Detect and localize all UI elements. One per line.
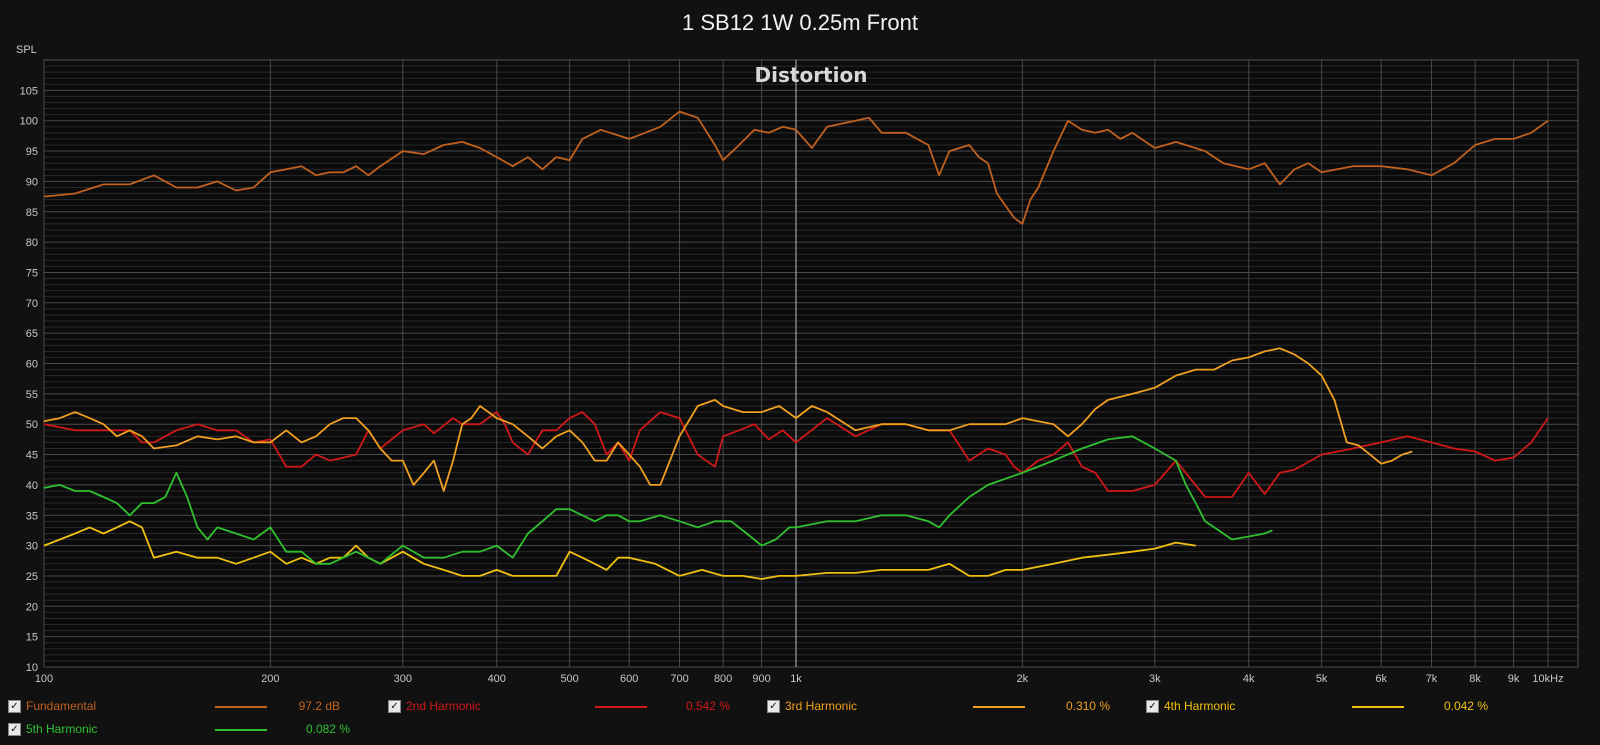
series-line-4th-harmonic bbox=[43, 520, 1196, 580]
legend-label: 3rd Harmonic bbox=[785, 699, 858, 713]
legend-item-5th-harmonic[interactable]: ✓ 5th Harmonic 0.082 % bbox=[8, 721, 360, 739]
legend-label: 5th Harmonic bbox=[26, 722, 98, 736]
x-tick-label: 800 bbox=[714, 673, 732, 685]
y-tick-label: 50 bbox=[26, 419, 38, 431]
y-axis-label: SPL bbox=[16, 44, 37, 56]
x-tick-label: 4k bbox=[1243, 673, 1255, 685]
plot-subtitle: Distortion bbox=[755, 63, 868, 87]
y-tick-label: 80 bbox=[26, 237, 38, 249]
legend-swatch bbox=[1352, 706, 1404, 708]
y-tick-label: 55 bbox=[26, 389, 38, 401]
y-tick-label: 30 bbox=[26, 541, 38, 553]
y-tick-label: 60 bbox=[26, 359, 38, 371]
legend-checkbox[interactable]: ✓ bbox=[8, 700, 21, 713]
x-tick-label: 2k bbox=[1017, 673, 1029, 685]
x-tick-label: 3k bbox=[1149, 673, 1161, 685]
legend-value: 0.310 % bbox=[1065, 699, 1110, 713]
y-tick-label: 90 bbox=[26, 176, 38, 188]
chart-title: 1 SB12 1W 0.25m Front bbox=[682, 10, 918, 35]
legend-checkbox[interactable]: ✓ bbox=[1146, 700, 1159, 713]
major-grid bbox=[43, 60, 1578, 668]
y-tick-labels: 10 15 20 25 30 35 40 45 50 55 60 65 70 75 80 85 90 95 100 1… bbox=[20, 85, 38, 674]
x-tick-label: 200 bbox=[261, 673, 279, 685]
x-tick-label: 300 bbox=[394, 673, 412, 685]
x-tick-label: 900 bbox=[752, 673, 770, 685]
y-tick-label: 95 bbox=[26, 146, 38, 158]
x-tick-label: 6k bbox=[1375, 673, 1387, 685]
series-line-3rd-harmonic bbox=[43, 347, 1413, 492]
series-layer bbox=[43, 110, 1549, 580]
y-tick-label: 100 bbox=[20, 116, 38, 128]
y-tick-label: 45 bbox=[26, 450, 38, 462]
x-tick-labels: 100 200 300 400 500 600 700 800 900 1k 2k 3k 4k 5k 6k 7… bbox=[35, 673, 1564, 685]
y-tick-label: 35 bbox=[26, 510, 38, 522]
series-line-2nd-harmonic bbox=[43, 411, 1549, 498]
legend-item-2nd-harmonic[interactable]: ✓ 2nd Harmonic 0.542 % bbox=[388, 698, 740, 716]
legend: ✓ Fundamental 97.2 dB ✓ 2nd Harmonic 0.542 % ✓… bbox=[0, 698, 1600, 745]
y-tick-label: 15 bbox=[26, 632, 38, 644]
legend-label: 4th Harmonic bbox=[1164, 699, 1236, 713]
legend-swatch bbox=[595, 706, 647, 708]
y-tick-label: 25 bbox=[26, 571, 38, 583]
y-tick-label: 85 bbox=[26, 207, 38, 219]
series-line-5th-harmonic bbox=[43, 435, 1273, 565]
x-tick-label: 8k bbox=[1469, 673, 1481, 685]
legend-item-fundamental[interactable]: ✓ Fundamental 97.2 dB bbox=[8, 698, 350, 716]
y-tick-label: 65 bbox=[26, 328, 38, 340]
y-tick-label: 75 bbox=[26, 267, 38, 279]
x-tick-label: 5k bbox=[1316, 673, 1328, 685]
x-tick-label: 100 bbox=[35, 673, 53, 685]
legend-value: 0.542 % bbox=[685, 699, 730, 713]
legend-swatch bbox=[215, 729, 267, 731]
y-tick-label: 70 bbox=[26, 298, 38, 310]
x-tick-label: 400 bbox=[488, 673, 506, 685]
legend-item-4th-harmonic[interactable]: ✓ 4th Harmonic 0.042 % bbox=[1146, 698, 1498, 716]
legend-label: Fundamental bbox=[26, 699, 97, 713]
x-tick-label: 1k bbox=[790, 673, 802, 685]
legend-item-3rd-harmonic[interactable]: ✓ 3rd Harmonic 0.310 % bbox=[767, 698, 1120, 716]
x-tick-label: 9k bbox=[1508, 673, 1520, 685]
distortion-chart: 1 SB12 1W 0.25m Front SPL Distortion 100… bbox=[16, 10, 1579, 685]
legend-value: 0.082 % bbox=[305, 722, 350, 736]
legend-swatch bbox=[973, 706, 1025, 708]
series-line-fundamental bbox=[43, 110, 1549, 225]
y-tick-label: 20 bbox=[26, 601, 38, 613]
y-tick-label: 105 bbox=[20, 85, 38, 97]
legend-checkbox[interactable]: ✓ bbox=[767, 700, 780, 713]
legend-value: 97.2 dB bbox=[298, 699, 340, 713]
y-tick-label: 10 bbox=[26, 662, 38, 674]
x-tick-label: 600 bbox=[620, 673, 638, 685]
x-tick-label: 500 bbox=[560, 673, 578, 685]
legend-swatch bbox=[215, 706, 267, 708]
legend-label: 2nd Harmonic bbox=[406, 699, 481, 713]
legend-checkbox[interactable]: ✓ bbox=[388, 700, 401, 713]
x-tick-label: 7k bbox=[1426, 673, 1438, 685]
legend-value: 0.042 % bbox=[1443, 699, 1488, 713]
legend-checkbox[interactable]: ✓ bbox=[8, 723, 21, 736]
y-tick-label: 40 bbox=[26, 480, 38, 492]
x-tick-label: 700 bbox=[670, 673, 688, 685]
x-tick-label: 10kHz bbox=[1532, 673, 1563, 685]
